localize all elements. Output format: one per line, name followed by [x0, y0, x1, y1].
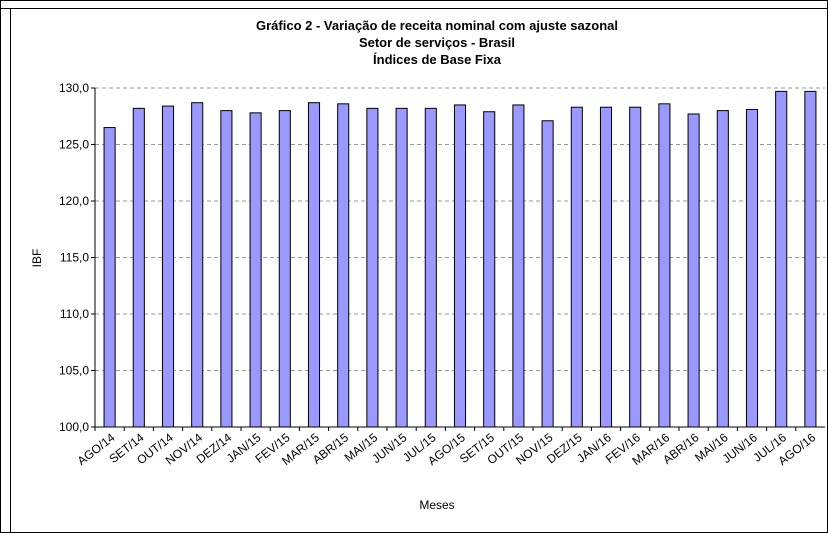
bar	[570, 106, 583, 428]
bar	[453, 104, 467, 428]
bar	[337, 103, 350, 428]
bar	[687, 113, 700, 428]
bar	[804, 90, 817, 428]
bar	[745, 108, 759, 428]
y-tick-label: 130,0	[59, 81, 89, 95]
bar	[541, 120, 554, 428]
bar	[483, 111, 496, 428]
bar	[103, 127, 116, 428]
bar	[658, 103, 671, 428]
bar	[366, 107, 379, 428]
y-tick-label: 100,0	[59, 420, 89, 434]
chart-title: Gráfico 2 - Variação de receita nominal …	[256, 18, 618, 33]
x-axis-label: Meses	[419, 498, 454, 512]
y-tick-label: 125,0	[59, 138, 89, 152]
bar	[307, 102, 321, 428]
bar	[512, 104, 525, 428]
bar	[599, 106, 613, 428]
y-tick-label: 110,0	[60, 307, 89, 321]
y-tick-label: 115,0	[60, 251, 89, 265]
y-axis-label: IBF	[30, 249, 44, 268]
chart-subtitle: Setor de serviços - Brasil	[359, 35, 515, 50]
bar	[249, 112, 262, 428]
bar	[161, 105, 175, 428]
y-tick-label: 120,0	[59, 194, 89, 208]
bar	[191, 102, 204, 428]
chart-subtitle: Índices de Base Fixa	[373, 52, 502, 67]
bar	[395, 107, 408, 428]
bar	[278, 110, 291, 428]
bar	[424, 107, 437, 428]
bar	[775, 90, 788, 428]
bar	[716, 110, 729, 428]
bar	[132, 107, 145, 428]
bar	[220, 110, 233, 428]
y-tick-label: 105,0	[59, 364, 89, 378]
bar	[629, 106, 642, 428]
